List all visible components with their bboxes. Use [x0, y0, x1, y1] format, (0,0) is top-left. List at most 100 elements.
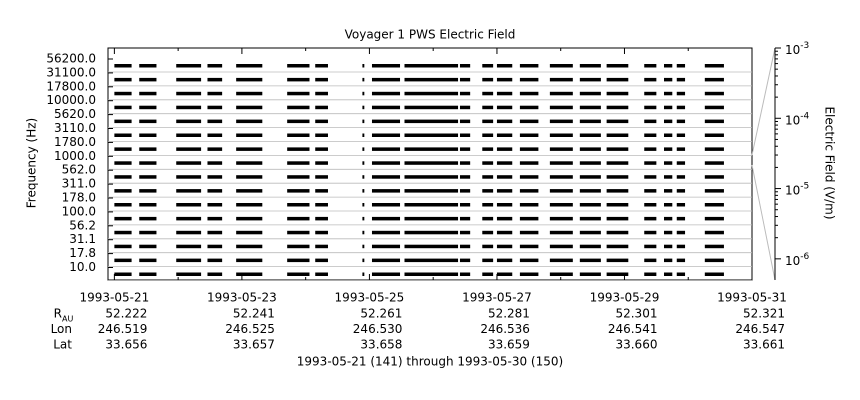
coverage-bar — [371, 258, 401, 263]
coverage-bar — [236, 258, 263, 263]
coverage-bar — [579, 119, 601, 124]
coverage-bar — [459, 258, 471, 263]
coverage-bar — [287, 244, 310, 249]
coverage-bar — [519, 175, 539, 179]
coverage-bar — [287, 175, 310, 179]
footer: 1993-05-21 (141) through 1993-05-30 (150… — [297, 355, 563, 369]
coverage-bar — [664, 244, 673, 249]
coverage-bar — [664, 147, 673, 151]
coverage-bar — [482, 175, 494, 179]
chart-title: Voyager 1 PWS Electric Field — [345, 28, 516, 42]
coverage-bar — [496, 64, 513, 68]
coverage-bar — [404, 272, 459, 276]
coverage-bar — [404, 244, 459, 249]
coverage-bar — [459, 105, 471, 110]
coverage-bar — [139, 105, 157, 110]
coverage-bar — [606, 105, 629, 110]
coverage-bar — [176, 91, 202, 96]
coverage-bar — [676, 147, 686, 151]
y-tick-label: 178.0 — [62, 191, 96, 205]
coverage-bar — [114, 119, 132, 124]
coverage-bar — [606, 91, 629, 96]
y2-tick-label: 10-5 — [785, 181, 809, 197]
coverage-bar — [579, 258, 601, 263]
coverage-bar — [704, 91, 724, 96]
coverage-bar — [606, 77, 629, 82]
coverage-bar — [704, 230, 724, 235]
coverage-bar — [519, 161, 539, 165]
coverage-bar — [549, 77, 573, 82]
coverage-bar — [549, 230, 573, 235]
coverage-bar — [371, 147, 401, 151]
coverage-bar — [482, 189, 494, 193]
coverage-bar — [371, 77, 401, 82]
coverage-bar — [371, 161, 401, 165]
coverage-bar — [371, 216, 401, 221]
coverage-bar — [482, 77, 494, 82]
coverage-bar — [644, 258, 657, 263]
coverage-bar — [362, 244, 365, 249]
coverage-bar — [664, 258, 673, 263]
coverage-bar — [664, 64, 673, 68]
coverage-bar — [644, 119, 657, 124]
y-tick-label: 562.0 — [62, 163, 96, 177]
coverage-bar — [114, 272, 132, 276]
coverage-bar — [236, 161, 263, 165]
coverage-bar — [139, 147, 157, 151]
coverage-bar — [704, 272, 724, 276]
coverage-bar — [579, 105, 601, 110]
coverage-bar — [139, 230, 157, 235]
coverage-bar — [404, 64, 459, 68]
coverage-bar — [315, 272, 328, 276]
coverage-bar — [371, 272, 401, 276]
coverage-bar — [549, 216, 573, 221]
coverage-bar — [482, 216, 494, 221]
coverage-bar — [139, 189, 157, 193]
coverage-bar — [114, 230, 132, 235]
coverage-bar — [549, 147, 573, 151]
coverage-bar — [606, 230, 629, 235]
y-tick-label: 1780.0 — [54, 135, 96, 149]
ephemeris-value: 33.661 — [743, 338, 785, 352]
coverage-bar — [664, 91, 673, 96]
coverage-bar — [404, 189, 459, 193]
coverage-bar — [676, 216, 686, 221]
coverage-bar — [459, 119, 471, 124]
coverage-bar — [371, 175, 401, 179]
coverage-bar — [496, 119, 513, 124]
coverage-bar — [236, 77, 263, 82]
coverage-bar — [676, 189, 686, 193]
coverage-bar — [236, 272, 263, 276]
coverage-bar — [404, 230, 459, 235]
coverage-bar — [496, 161, 513, 165]
coverage-bar — [579, 272, 601, 276]
coverage-bar — [496, 77, 513, 82]
coverage-bar — [579, 161, 601, 165]
coverage-bar — [606, 133, 629, 137]
coverage-bar — [114, 77, 132, 82]
coverage-bar — [459, 161, 471, 165]
coverage-bar — [207, 258, 223, 263]
coverage-bar — [287, 203, 310, 207]
coverage-bar — [287, 272, 310, 276]
coverage-bar — [482, 203, 494, 207]
coverage-bar — [676, 105, 686, 110]
coverage-bar — [482, 161, 494, 165]
y-tick-label: 3110.0 — [54, 121, 96, 135]
coverage-bar — [519, 147, 539, 151]
coverage-bar — [704, 77, 724, 82]
coverage-bar — [114, 203, 132, 207]
coverage-bar — [482, 133, 494, 137]
coverage-bar — [459, 77, 471, 82]
coverage-bar — [176, 133, 202, 137]
coverage-bar — [579, 216, 601, 221]
coverage-bar — [315, 64, 328, 68]
y-tick-label: 31100.0 — [46, 65, 96, 79]
coverage-bar — [315, 216, 328, 221]
coverage-bar — [362, 133, 365, 137]
coverage-bar — [519, 119, 539, 124]
ephemeris-label: Lat — [53, 338, 72, 352]
coverage-bar — [496, 91, 513, 96]
coverage-bar — [207, 105, 223, 110]
